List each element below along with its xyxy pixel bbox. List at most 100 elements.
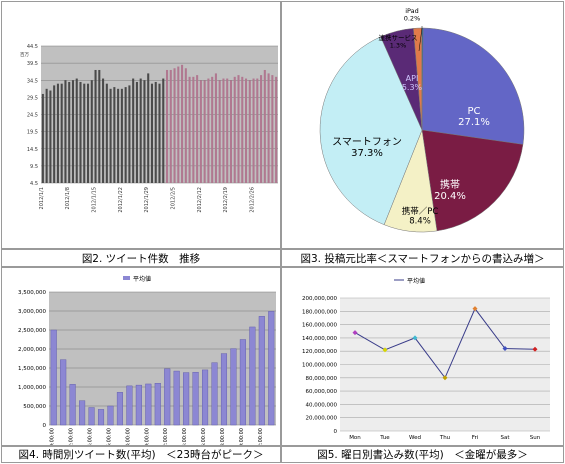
legend-swatch xyxy=(123,276,130,280)
y-tick-label: 3,000,000 xyxy=(18,309,46,315)
y-tick-label: 500,000 xyxy=(23,404,46,410)
bar xyxy=(75,78,78,183)
bar xyxy=(79,400,86,426)
x-tick-label: 2012/2/5 xyxy=(171,187,177,209)
bar xyxy=(143,80,146,183)
bar xyxy=(192,76,195,183)
bar xyxy=(145,383,152,426)
bar xyxy=(45,88,48,183)
bar xyxy=(218,80,221,183)
x-tick-label: 4:00:00 xyxy=(88,428,94,445)
y-tick-label: 14.5 xyxy=(27,147,38,153)
plot-area xyxy=(49,292,276,425)
bar xyxy=(135,81,138,183)
panel-tweet-trend: 百万 44.5 39.5 34.5 29.5 24.5 19.5 14.5 9.5 4.5 201… xyxy=(1,1,281,249)
legend-label: 平均値 xyxy=(133,275,151,283)
x-tick-label: 14:00:00 xyxy=(182,428,188,445)
bar xyxy=(64,80,67,183)
bar xyxy=(248,80,251,183)
bar xyxy=(184,68,187,183)
caption-cell-fig2: 図2. ツイート件数 推移 xyxy=(1,249,281,267)
bar xyxy=(68,81,71,183)
x-tick-label: Fri xyxy=(472,435,479,441)
bar xyxy=(120,88,123,183)
panel-weekday-posts: 平均値 200,000,000 180,000,000 160,000,000 140… xyxy=(281,267,564,446)
bar xyxy=(102,78,105,183)
bar xyxy=(124,87,127,183)
slice-value-label: 37.3% xyxy=(351,148,383,159)
y-tick-label: 20,000,000 xyxy=(306,416,338,422)
y-tick-label: 1,000,000 xyxy=(18,385,46,391)
data-point xyxy=(412,335,418,341)
bar xyxy=(164,368,171,426)
bar xyxy=(211,362,218,426)
bar xyxy=(177,66,180,183)
pie-slice xyxy=(319,36,423,226)
bar xyxy=(162,78,165,183)
weekday-posts-chart: 平均値 200,000,000 180,000,000 160,000,000 140… xyxy=(302,277,550,441)
x-tick-label: 2012/2/26 xyxy=(250,187,256,213)
bar xyxy=(181,64,184,183)
bar xyxy=(233,76,236,183)
x-tick-label: 16:00:00 xyxy=(201,428,207,445)
bar xyxy=(69,384,76,426)
x-tick-label: 0:00:00 xyxy=(50,428,56,445)
caption-fig3: 図3. 投稿元比率＜スマートフォンからの書込み増＞ xyxy=(300,253,545,265)
y-tick-label: 120,000,000 xyxy=(302,349,337,355)
y-tick-label: 34.5 xyxy=(27,78,38,84)
bar xyxy=(116,392,123,426)
bar xyxy=(71,80,75,183)
bar xyxy=(94,69,97,183)
bar xyxy=(249,326,256,426)
x-tick-label: 18:00:00 xyxy=(220,428,226,445)
slice-value-label: 0.2% xyxy=(404,15,421,23)
x-tick-label: 2012/1/29 xyxy=(144,187,150,213)
panel-hourly-tweets: 平均値 3,500,000 3,000,000 2,500,000 2,000,000… xyxy=(1,267,281,450)
x-tick-label: 2012/1/1 xyxy=(39,187,45,209)
bar xyxy=(207,78,210,183)
bar xyxy=(126,385,133,426)
bar xyxy=(90,80,93,183)
slice-value-label: 20.4% xyxy=(434,191,466,202)
bar xyxy=(239,339,246,426)
bar xyxy=(135,384,142,426)
legend-label: 平均値 xyxy=(407,277,425,285)
bar xyxy=(268,311,275,426)
slice-label: PC xyxy=(467,106,480,117)
x-tick-label: 8:00:00 xyxy=(125,428,131,445)
y-tick-label: 2,000,000 xyxy=(18,347,46,353)
bar xyxy=(196,75,199,183)
slice-value-label: 27.1% xyxy=(458,117,490,128)
bar xyxy=(86,83,90,183)
caption-fig2: 図2. ツイート件数 推移 xyxy=(81,253,201,265)
bar xyxy=(271,75,274,183)
x-tick-label: 2012/1/22 xyxy=(118,187,124,213)
bar xyxy=(183,372,190,426)
panel-source-ratio: PC 27.1% 携帯 20.4% 携帯／PC 8.4% スマートフォン 37.3% API 5.… xyxy=(281,1,564,249)
bar xyxy=(173,68,176,183)
y-unit-label: 百万 xyxy=(20,52,29,58)
bar xyxy=(128,85,131,183)
y-tick-label: 4.5 xyxy=(30,181,38,187)
x-tick-label: 20:00:00 xyxy=(239,428,245,445)
hourly-tweets-chart: 平均値 3,500,000 3,000,000 2,500,000 2,000,000… xyxy=(18,275,276,450)
bar xyxy=(192,371,199,426)
slice-label: 携帯 xyxy=(440,178,460,191)
y-tick-label: 1,500,000 xyxy=(18,366,46,372)
x-tick-label: 2:00:00 xyxy=(69,428,75,445)
y-tick-label: 2,500,000 xyxy=(18,328,46,334)
slice-value-label: 8.4% xyxy=(409,217,431,227)
y-tick-label: 200,000,000 xyxy=(302,296,337,302)
bar xyxy=(252,78,255,183)
x-tick-label: Thu xyxy=(439,435,450,441)
bar xyxy=(79,81,82,183)
bar xyxy=(107,405,114,426)
bar xyxy=(258,316,265,426)
bar xyxy=(150,83,154,183)
data-point xyxy=(352,330,358,336)
y-tick-label: 0 xyxy=(334,429,338,435)
bar xyxy=(109,88,112,183)
y-tick-label: 40,000,000 xyxy=(306,402,338,408)
x-tick-label: Sun xyxy=(530,435,541,441)
x-tick-label: Wed xyxy=(409,435,421,441)
